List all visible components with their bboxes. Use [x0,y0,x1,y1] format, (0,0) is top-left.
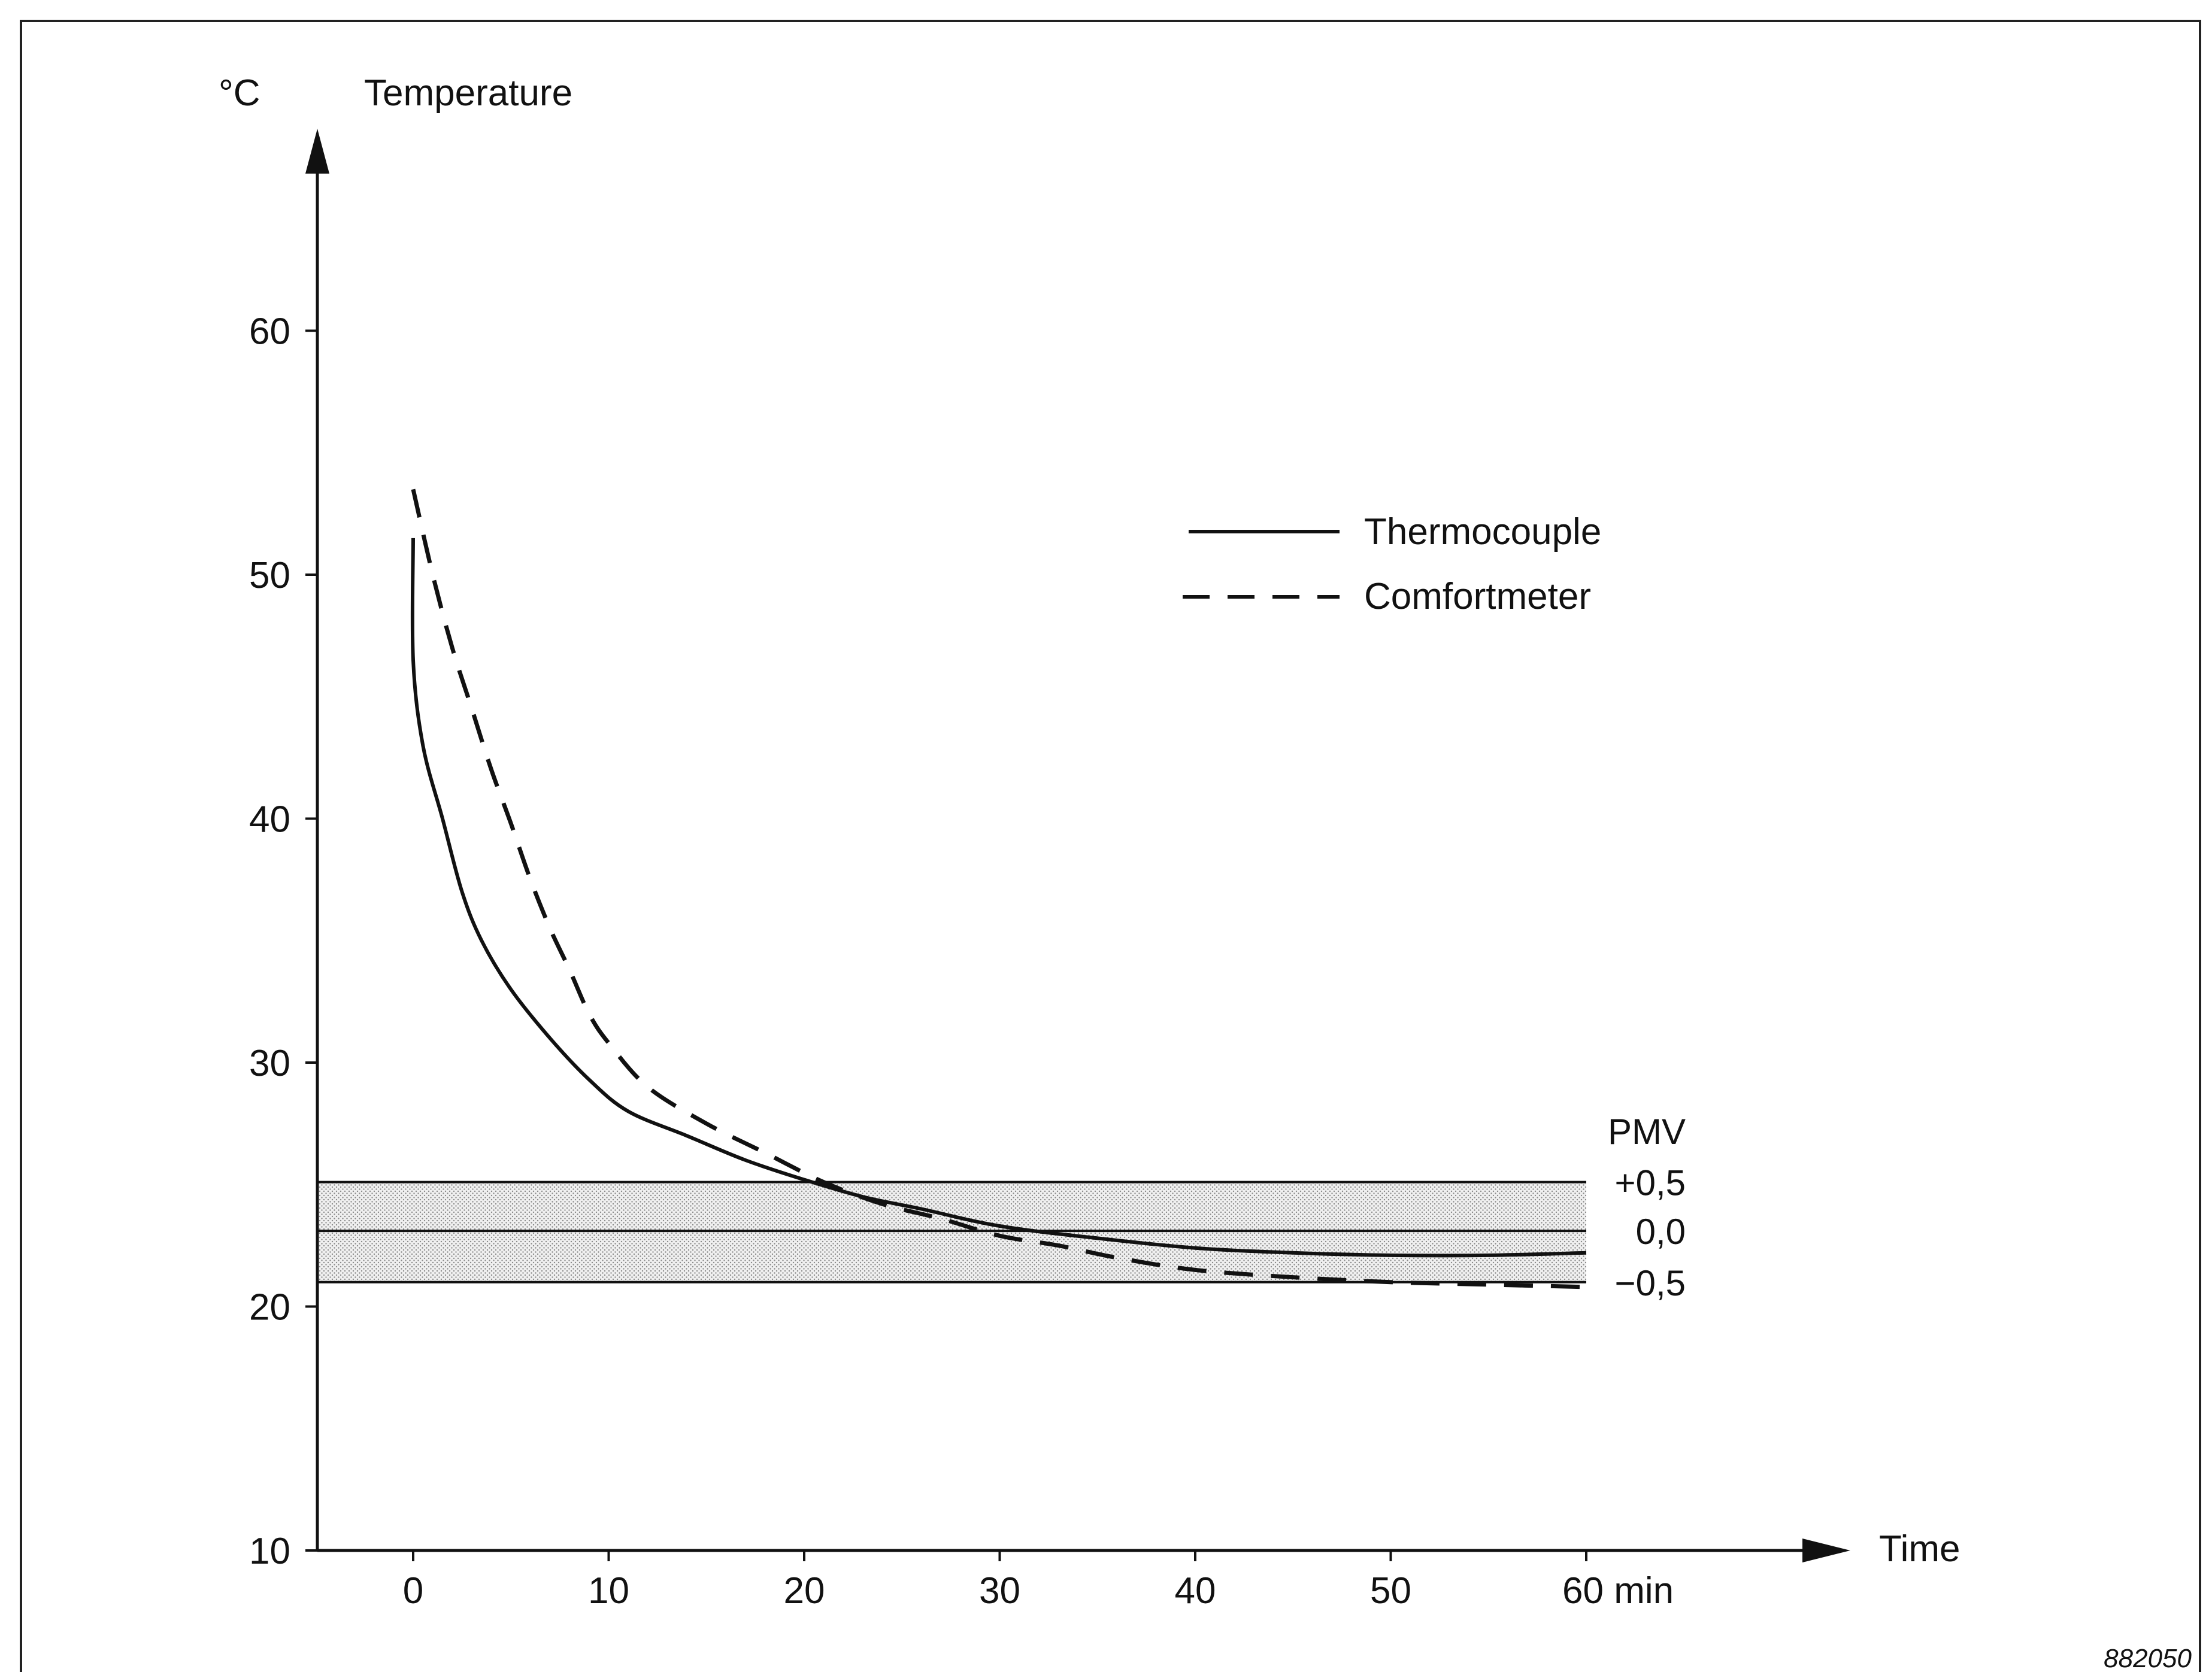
y-tick-label: 30 [249,1043,290,1084]
x-tick-label: 30 [979,1570,1020,1612]
pmv-label: 0,0 [1636,1212,1686,1252]
x-tick-label: 50 [1370,1570,1411,1612]
y-tick-label: 50 [249,555,290,596]
pmv-comfort-band [317,1182,1586,1282]
y-tick-label: 20 [249,1287,290,1328]
x-ticks: 0 10 20 30 40 50 60 min [403,1550,1674,1612]
x-axis-arrowhead [1802,1539,1850,1562]
x-tick-label: 10 [588,1570,629,1612]
figure-id: 882050 [2104,1644,2192,1672]
series-line-comfortmeter [411,488,1587,1289]
y-ticks: 10 20 30 40 50 60 [249,311,317,1572]
x-tick-label: 0 [403,1570,423,1612]
series-layer [410,488,1587,1289]
pmv-title: PMV [1608,1112,1686,1152]
pmv-labels: +0,5 0,0 −0,5 [1615,1163,1686,1303]
x-tick-label: 40 [1175,1570,1216,1612]
y-axis-arrowhead [305,129,329,174]
series-line-thermocouple [410,538,1587,1258]
pmv-label: +0,5 [1615,1163,1686,1203]
x-axis-title: Time [1879,1528,1960,1570]
pmv-label: −0,5 [1615,1263,1686,1303]
x-tick-label: 60 min [1562,1570,1674,1612]
y-tick-label: 10 [249,1531,290,1572]
y-axis-unit: °C [219,72,260,114]
y-axis-title: Temperature [364,72,572,114]
x-tick-label: 20 [784,1570,825,1612]
legend: Thermocouple Comfortmeter [1183,511,1601,617]
figure-border [20,20,2201,1672]
axes [305,129,1850,1562]
y-tick-label: 40 [249,799,290,840]
legend-label-thermocouple: Thermocouple [1364,511,1601,553]
y-tick-label: 60 [249,311,290,353]
legend-label-comfortmeter: Comfortmeter [1364,576,1591,617]
